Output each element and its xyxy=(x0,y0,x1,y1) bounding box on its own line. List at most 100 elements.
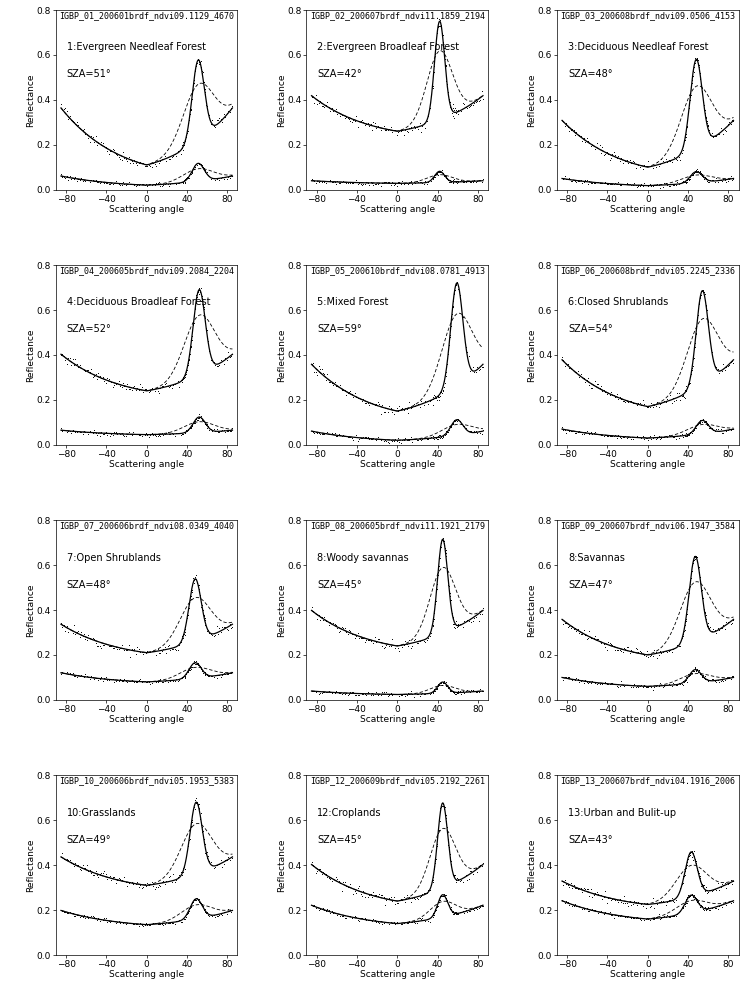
Point xyxy=(421,113,433,129)
Point xyxy=(122,642,134,658)
Point xyxy=(198,74,210,90)
Point xyxy=(438,801,450,817)
Point xyxy=(75,908,87,924)
Point xyxy=(306,171,318,187)
Point xyxy=(662,676,674,692)
Point xyxy=(107,176,119,192)
Point xyxy=(207,423,219,439)
Point xyxy=(438,886,450,902)
Point xyxy=(430,166,442,182)
Point xyxy=(453,872,465,888)
Point xyxy=(668,640,680,656)
Point xyxy=(317,900,329,916)
Point xyxy=(697,667,709,683)
Point xyxy=(602,385,614,401)
Point xyxy=(627,395,639,411)
Point xyxy=(430,430,442,446)
Point xyxy=(311,367,323,383)
Point xyxy=(697,92,709,108)
Point xyxy=(634,178,646,194)
Point xyxy=(167,148,179,164)
Point xyxy=(330,869,342,885)
Point xyxy=(177,910,189,926)
Point xyxy=(579,134,591,150)
Point xyxy=(339,110,351,126)
Point xyxy=(182,835,194,851)
Point xyxy=(580,130,592,146)
Point xyxy=(170,425,182,441)
Point xyxy=(633,644,645,660)
Point xyxy=(458,328,470,344)
Point xyxy=(452,683,464,699)
Point xyxy=(82,627,94,643)
Point xyxy=(342,879,354,895)
Point xyxy=(127,642,139,658)
Point xyxy=(594,676,606,692)
Point xyxy=(430,390,442,406)
Point xyxy=(595,887,607,903)
Point xyxy=(122,878,134,894)
Point xyxy=(651,909,663,925)
Point xyxy=(310,175,322,191)
Point xyxy=(653,647,665,663)
Point xyxy=(707,899,719,915)
Point xyxy=(410,120,421,136)
Point xyxy=(445,592,457,608)
Point xyxy=(662,427,674,443)
Point xyxy=(710,625,722,641)
Point xyxy=(439,887,451,903)
Point xyxy=(160,914,172,930)
Point xyxy=(431,25,443,41)
Point xyxy=(209,627,221,643)
Point xyxy=(370,432,382,448)
Point xyxy=(689,663,700,679)
Point xyxy=(60,422,72,438)
Point xyxy=(172,642,184,658)
Point xyxy=(422,882,434,898)
Point xyxy=(445,173,457,189)
Point xyxy=(337,173,349,189)
Point xyxy=(356,430,368,446)
Point xyxy=(427,80,439,96)
Point xyxy=(439,51,451,67)
Point xyxy=(408,890,420,906)
Point xyxy=(661,677,673,693)
Point xyxy=(162,915,174,931)
Point xyxy=(667,893,679,909)
Point xyxy=(151,641,163,657)
Point xyxy=(684,667,696,683)
Point xyxy=(178,174,189,190)
Point xyxy=(182,123,194,139)
Point xyxy=(704,420,716,436)
Point xyxy=(58,169,70,185)
Point xyxy=(411,173,423,189)
X-axis label: Scattering angle: Scattering angle xyxy=(360,715,435,724)
Point xyxy=(182,422,194,438)
Point xyxy=(143,877,155,893)
Point xyxy=(192,891,204,907)
Point xyxy=(175,146,186,162)
Point xyxy=(684,92,696,108)
Point xyxy=(196,412,208,428)
Point xyxy=(176,911,188,927)
Point xyxy=(179,861,191,877)
Point xyxy=(90,863,101,879)
Point xyxy=(617,429,629,445)
Point xyxy=(566,672,578,688)
Point xyxy=(431,431,443,447)
Point xyxy=(178,669,190,685)
Point xyxy=(664,153,676,169)
Point xyxy=(353,390,365,406)
Point xyxy=(68,357,80,373)
Point xyxy=(190,287,202,303)
Point xyxy=(187,894,199,910)
Point xyxy=(163,426,175,442)
Point xyxy=(447,100,459,116)
Point xyxy=(153,427,165,443)
Point xyxy=(91,427,103,443)
Point xyxy=(432,567,444,583)
Point xyxy=(87,669,98,685)
Point xyxy=(377,174,389,190)
Point xyxy=(178,137,189,153)
Point xyxy=(598,675,609,691)
